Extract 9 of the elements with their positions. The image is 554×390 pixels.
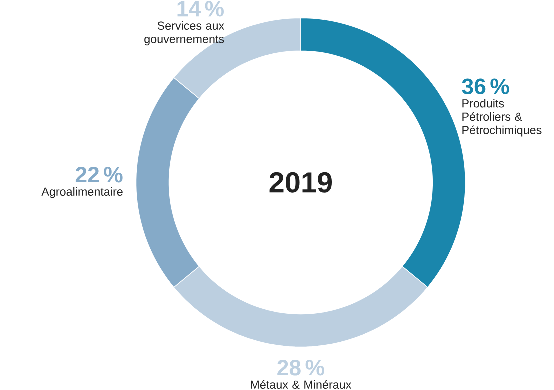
text: 2019 xyxy=(270,172,332,193)
slice-label: Agroalimentaire xyxy=(42,187,123,198)
slice-label: Métaux & Minéraux xyxy=(251,380,352,389)
slice-label: Services aux gouvernements xyxy=(144,21,224,46)
data-label: 36 % xyxy=(462,78,510,94)
data-label: 28 % xyxy=(278,360,324,376)
data-label: 22 % xyxy=(76,166,123,183)
data-label: 14 % xyxy=(178,1,224,17)
slice-label: Produits Pétroliers & Pétrochimiques xyxy=(462,99,542,137)
